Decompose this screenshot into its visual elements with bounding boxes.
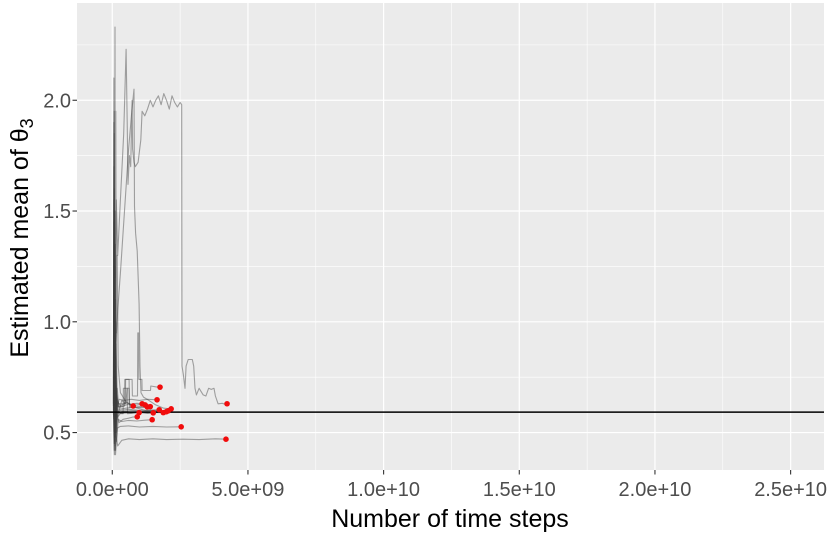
trace-line bbox=[112, 166, 140, 451]
end-point bbox=[149, 416, 155, 423]
trace-line bbox=[112, 199, 148, 438]
trace-line bbox=[113, 188, 160, 434]
x-axis-tick-labels: 0.0e+00 5.0e+09 1.0e+10 1.5e+10 2.0e+10 2.5e+… bbox=[76, 479, 827, 501]
y-axis-tick-labels: 0.5 1.0 1.5 2.0 bbox=[43, 90, 71, 444]
end-point bbox=[147, 403, 154, 410]
x-tick-label: 2.0e+10 bbox=[619, 479, 692, 501]
end-point bbox=[168, 406, 174, 412]
y-axis-title-main: Estimated mean of θ bbox=[6, 128, 34, 357]
x-tick-label: 2.5e+10 bbox=[754, 479, 827, 501]
end-point bbox=[223, 436, 229, 443]
x-axis-title: Number of time steps bbox=[331, 505, 569, 533]
trace-line bbox=[113, 132, 153, 442]
trace-line bbox=[113, 376, 182, 456]
trace-line bbox=[113, 88, 172, 410]
end-point bbox=[134, 414, 141, 420]
y-tick-label: 1.0 bbox=[43, 312, 71, 334]
x-tick-label: 5.0e+09 bbox=[212, 479, 285, 501]
trace-line bbox=[113, 221, 138, 438]
end-point bbox=[224, 400, 230, 407]
y-axis-title-subscript: 3 bbox=[17, 118, 37, 128]
end-point bbox=[136, 409, 142, 416]
trace-line bbox=[113, 421, 227, 456]
end-points bbox=[130, 384, 230, 443]
end-point bbox=[154, 396, 160, 403]
trace-line bbox=[113, 26, 167, 413]
x-tick-label: 1.0e+10 bbox=[347, 479, 420, 501]
grid-major bbox=[77, 3, 824, 470]
axis-ticks bbox=[72, 99, 792, 475]
trace-line bbox=[113, 265, 151, 447]
end-point bbox=[156, 406, 163, 413]
x-tick-label: 1.5e+10 bbox=[483, 479, 556, 501]
trace-line bbox=[113, 288, 134, 445]
end-point bbox=[178, 424, 184, 430]
y-tick-label: 1.5 bbox=[43, 201, 71, 223]
y-axis-title: Estimated mean of θ3 bbox=[6, 118, 37, 357]
y-tick-label: 0.5 bbox=[43, 423, 71, 445]
grid-minor bbox=[77, 3, 824, 470]
trace-line bbox=[113, 243, 158, 434]
trace-line bbox=[113, 48, 228, 411]
end-point bbox=[157, 384, 163, 390]
y-tick-label: 2.0 bbox=[43, 90, 71, 112]
end-point bbox=[150, 410, 157, 416]
end-point bbox=[130, 403, 136, 409]
x-tick-label: 0.0e+00 bbox=[76, 479, 149, 501]
plot-panel bbox=[77, 3, 824, 470]
